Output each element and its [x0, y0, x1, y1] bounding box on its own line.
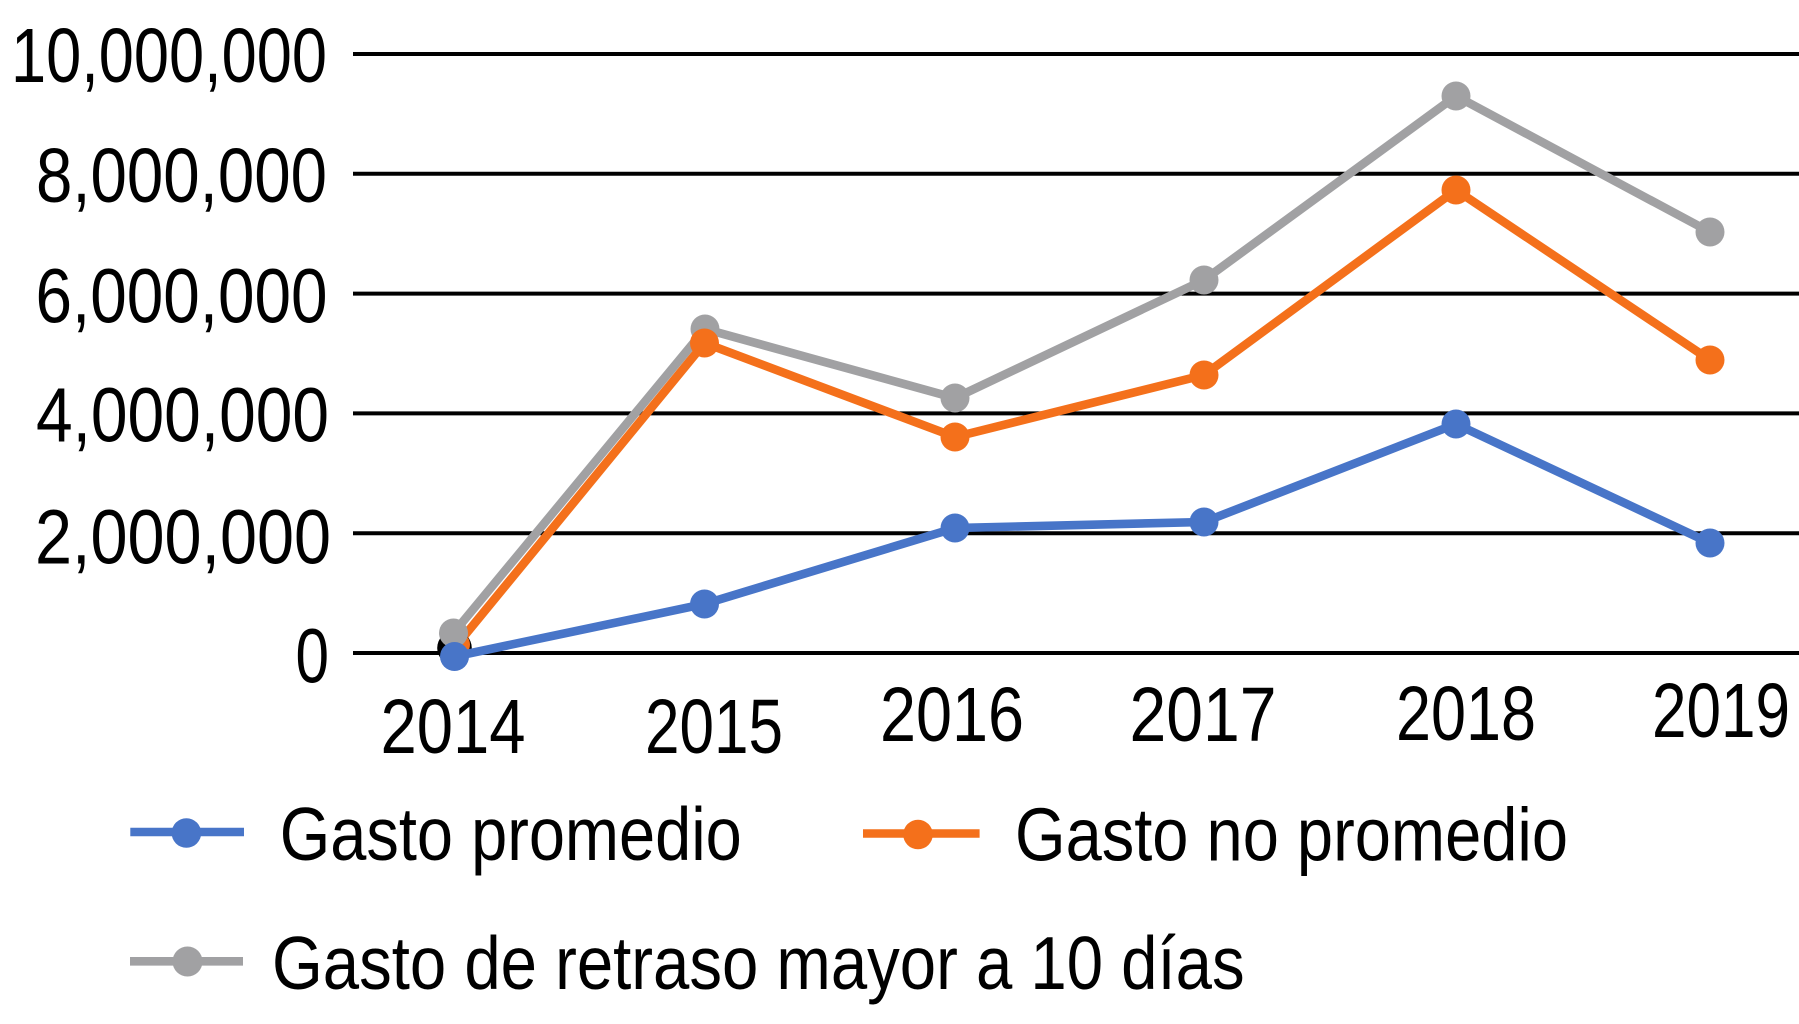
svg-text:2019: 2019	[1652, 668, 1790, 754]
svg-text:6,000,000: 6,000,000	[36, 254, 328, 340]
svg-text:2014: 2014	[381, 684, 526, 770]
svg-text:10,000,000: 10,000,000	[11, 13, 327, 99]
svg-text:2015: 2015	[645, 684, 783, 770]
svg-text:4,000,000: 4,000,000	[36, 372, 329, 458]
svg-text:0: 0	[296, 614, 330, 700]
svg-text:Gasto promedio: Gasto promedio	[280, 792, 742, 876]
svg-text:2,000,000: 2,000,000	[35, 495, 331, 581]
svg-text:2018: 2018	[1396, 671, 1536, 757]
svg-text:Gasto no promedio: Gasto no promedio	[1015, 793, 1568, 877]
svg-text:Gasto de retraso mayor a 10 dí: Gasto de retraso mayor a 10 días	[272, 921, 1245, 1005]
svg-text:8,000,000: 8,000,000	[36, 133, 327, 219]
svg-text:2017: 2017	[1130, 672, 1277, 758]
svg-text:2016: 2016	[880, 672, 1024, 758]
